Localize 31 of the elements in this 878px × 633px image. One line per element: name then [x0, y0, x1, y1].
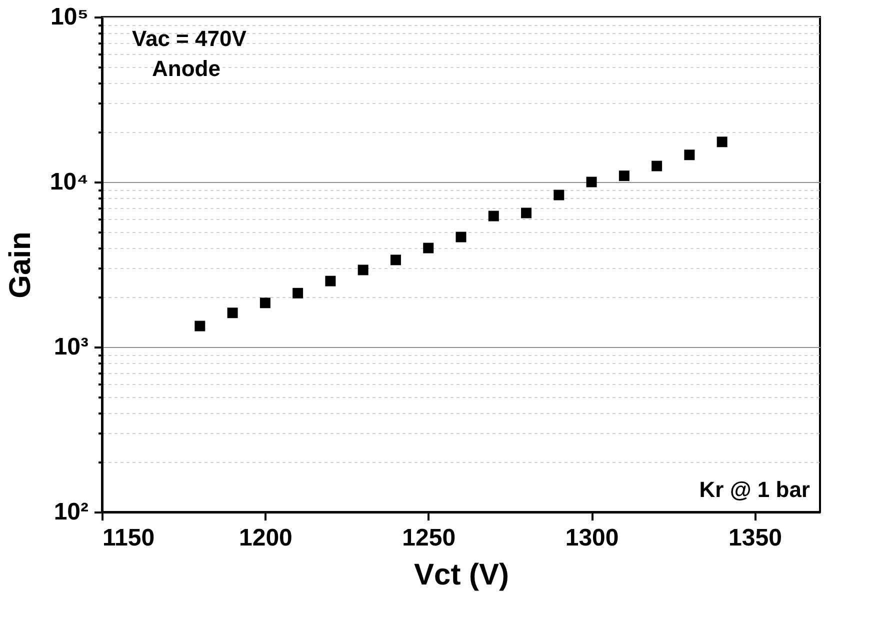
- x-tick-label: 1350: [728, 524, 782, 552]
- point: [716, 136, 728, 148]
- x-tick-label: 1250: [402, 524, 456, 552]
- point: [488, 210, 499, 222]
- point: [194, 320, 206, 332]
- y-tick-label: 10⁴: [50, 168, 88, 196]
- y-axis-title: Gain: [4, 232, 37, 298]
- point: [521, 208, 532, 218]
- y-tick-label: 10²: [54, 498, 89, 526]
- point: [390, 254, 401, 266]
- point: [652, 160, 662, 172]
- point: [292, 288, 304, 298]
- x-tick-label: 1200: [238, 524, 292, 552]
- point: [260, 298, 270, 308]
- y-tick-label: 10³: [54, 334, 89, 360]
- x-tick-label: 1150: [102, 524, 155, 552]
- point: [456, 232, 466, 242]
- point: [554, 190, 564, 200]
- point: [684, 150, 695, 160]
- point: [358, 264, 368, 276]
- point: [227, 308, 238, 318]
- point: [325, 276, 336, 286]
- x-tick-label: 1300: [565, 524, 619, 552]
- x-axis-title: Vct (V): [414, 558, 510, 592]
- annotation: Vac = 470V: [132, 26, 247, 51]
- annotation: Kr @ 1 bar: [699, 477, 810, 502]
- point: [586, 176, 597, 188]
- annotation: Anode: [152, 56, 220, 81]
- point: [423, 242, 434, 254]
- y-tick-label: 10⁵: [50, 4, 88, 30]
- point: [618, 170, 630, 182]
